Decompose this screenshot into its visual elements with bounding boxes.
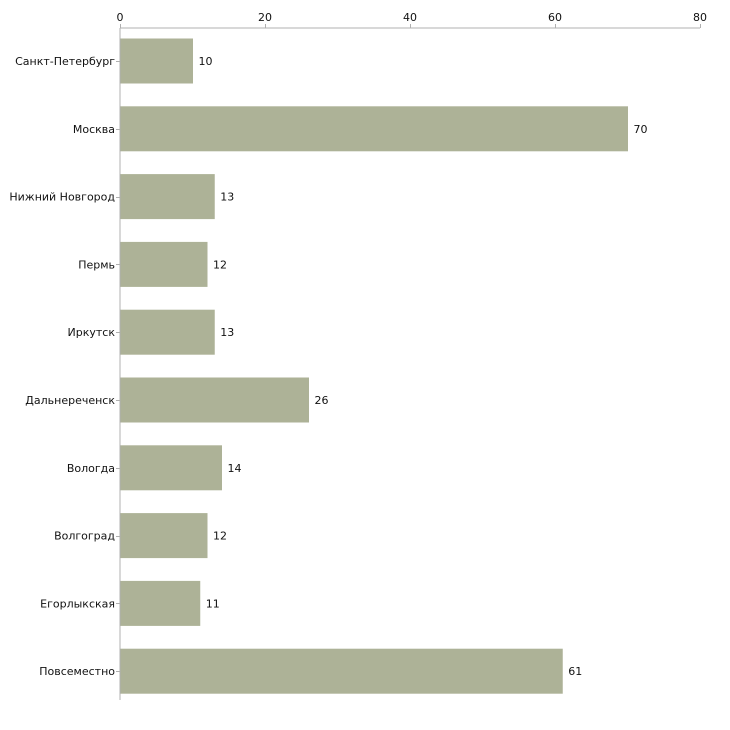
data-label: 61 <box>568 665 582 678</box>
bars-group <box>120 38 628 694</box>
category-label: Иркутск <box>68 326 116 339</box>
data-label: 26 <box>315 394 329 407</box>
category-label: Повсеместно <box>39 665 115 678</box>
bar <box>120 580 201 626</box>
bar <box>120 648 563 694</box>
labels-group: Санкт-Петербург 10 Москва 70 Нижний Новгород… <box>9 55 647 678</box>
bar <box>120 106 628 152</box>
category-label: Пермь <box>78 258 115 271</box>
category-label: Егорлыкская <box>40 597 115 610</box>
data-label: 14 <box>228 462 242 475</box>
category-label: Вологда <box>67 462 115 475</box>
data-label: 70 <box>634 123 648 136</box>
bar <box>120 174 215 220</box>
bar <box>120 38 193 84</box>
data-label: 12 <box>213 258 227 271</box>
data-label: 10 <box>199 55 213 68</box>
x-tick-label: 60 <box>548 11 562 24</box>
x-tick-label: 80 <box>693 11 707 24</box>
bar <box>120 309 215 355</box>
bar <box>120 513 208 559</box>
category-label: Москва <box>73 123 115 136</box>
x-tick-label: 0 <box>117 11 124 24</box>
data-label: 13 <box>220 326 234 339</box>
category-label: Дальнереченск <box>25 394 115 407</box>
bar <box>120 377 309 423</box>
axes-group: 0 20 40 60 80 <box>116 11 707 700</box>
data-label: 12 <box>213 530 227 543</box>
x-tick-label: 40 <box>403 11 417 24</box>
data-label: 13 <box>220 191 234 204</box>
category-label: Нижний Новгород <box>9 191 115 204</box>
bar <box>120 445 222 491</box>
category-label: Санкт-Петербург <box>15 55 115 68</box>
x-tick-label: 20 <box>258 11 272 24</box>
category-label: Волгоград <box>54 530 115 543</box>
bar <box>120 241 208 287</box>
data-label: 11 <box>206 597 220 610</box>
